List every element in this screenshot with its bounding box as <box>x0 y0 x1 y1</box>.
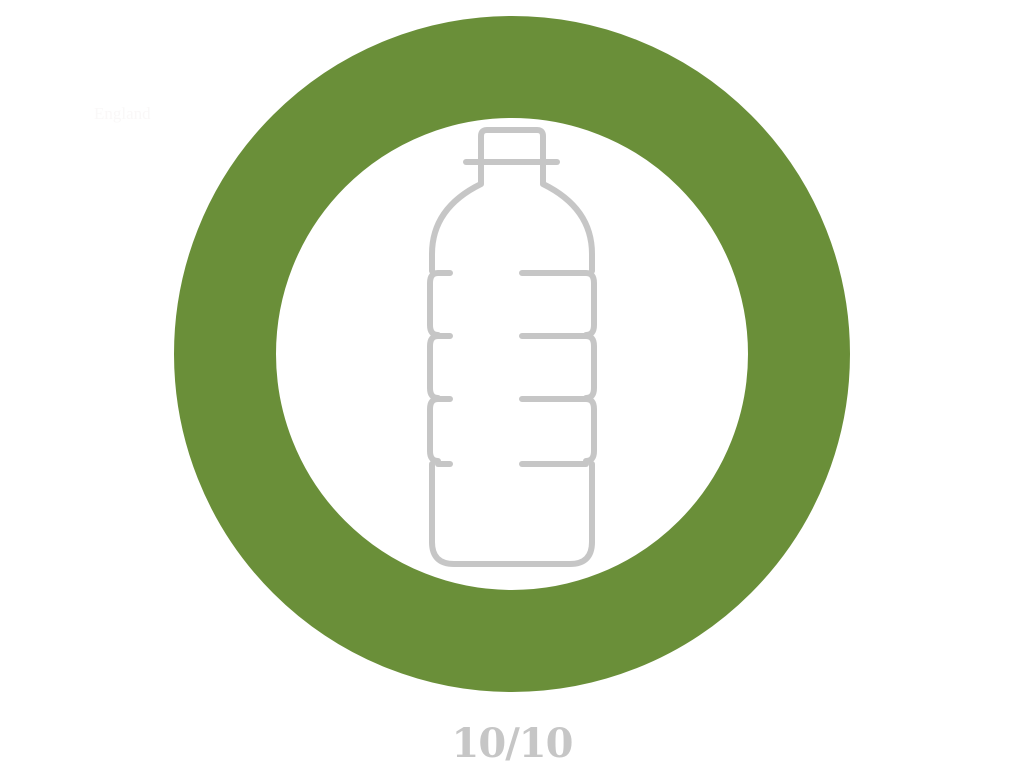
plastic-bottle-icon <box>427 127 597 567</box>
score-text: 10/10 <box>451 720 574 767</box>
region-label: England <box>94 104 151 123</box>
